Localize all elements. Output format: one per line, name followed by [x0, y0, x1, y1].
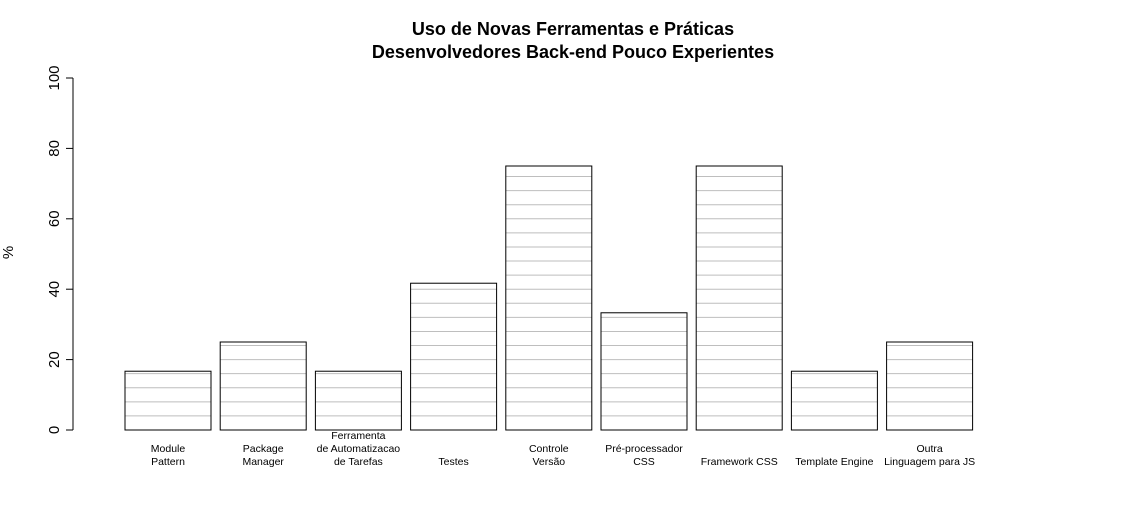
x-category-label: Module Pattern	[151, 443, 186, 468]
bar	[124, 370, 212, 431]
bar-fill	[886, 342, 973, 430]
bar	[410, 282, 498, 431]
bar-fill	[220, 342, 307, 430]
bar-fill	[601, 312, 687, 430]
bar-fill	[791, 371, 878, 430]
y-tick-label: 0	[46, 426, 63, 434]
bar-fill	[315, 371, 402, 430]
bar-fill	[505, 166, 592, 430]
y-tick-label: 20	[46, 351, 63, 368]
x-category-label: Package Manager	[242, 443, 284, 468]
chart-title-line-2: Desenvolvedores Back-end Pouco Experient…	[371, 42, 775, 62]
bar	[790, 370, 878, 431]
bar-fill	[410, 283, 497, 430]
y-tick-label: 80	[46, 140, 63, 157]
x-category-label: Pré-processador CSS	[605, 443, 683, 468]
bar	[505, 165, 593, 431]
bar-fill	[125, 371, 211, 430]
bar-fill	[696, 166, 783, 430]
x-category-label: Ferramenta de Automatizacao de Tarefas	[317, 430, 401, 468]
bar	[600, 312, 688, 431]
x-category-label: Outra Linguagem para JS	[884, 443, 975, 468]
bar	[314, 370, 402, 431]
x-category-label: Framework CSS	[701, 456, 778, 468]
y-tick-label: 100	[46, 65, 63, 90]
bar	[219, 341, 307, 431]
chart-title-line-1: Uso de Novas Ferramentas e Práticas	[411, 19, 735, 39]
x-category-label: Controle Versão	[529, 443, 569, 468]
bar	[886, 341, 974, 431]
bar	[695, 165, 783, 431]
x-category-label: Template Engine	[795, 456, 873, 468]
y-tick-label: 40	[46, 281, 63, 298]
y-tick-label: 60	[46, 210, 63, 227]
x-category-label: Testes	[438, 456, 468, 468]
